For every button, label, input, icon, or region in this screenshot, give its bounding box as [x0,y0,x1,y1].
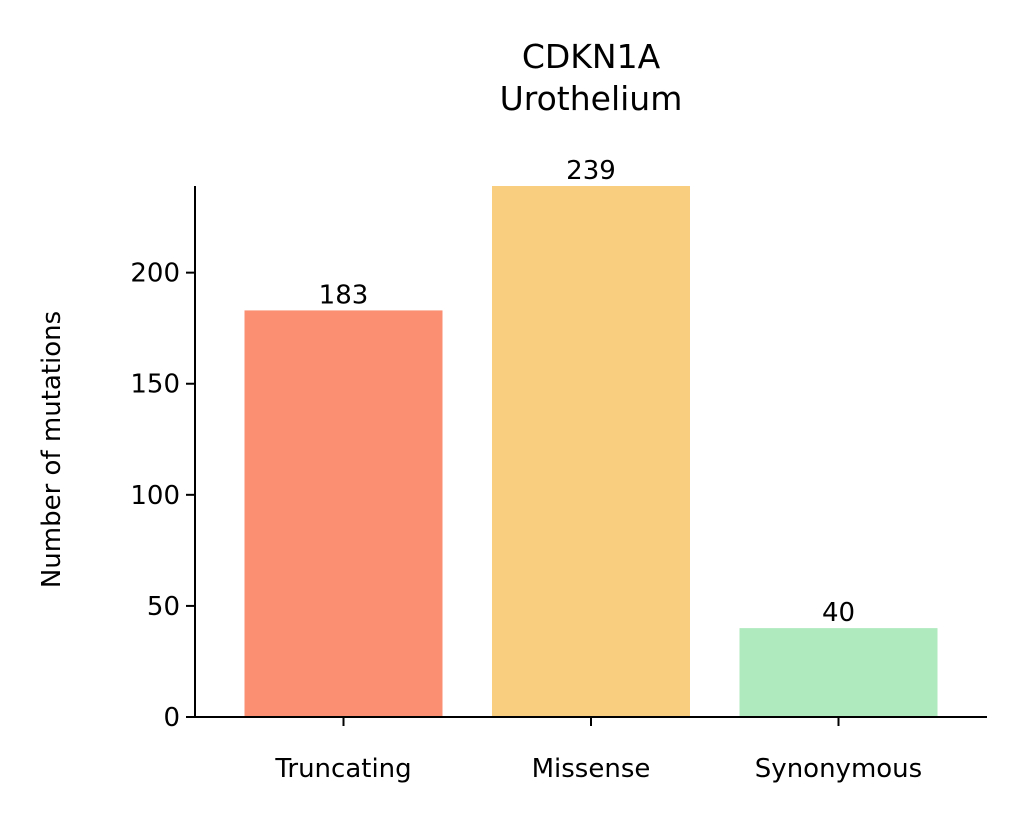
chart-title-line: CDKN1A [522,37,661,76]
x-tick-label: Synonymous [755,754,922,784]
data-label: 239 [566,156,616,186]
x-tick-label: Truncating [274,754,411,784]
y-axis: 0 50 100 150 200 Number of mutations [37,186,196,733]
y-tick-label: 200 [130,259,180,289]
y-axis-title: Number of mutations [37,311,67,588]
x-axis: Truncating Missense Synonymous [195,716,987,784]
bar-synonymous [739,628,938,717]
y-tick-label: 100 [130,481,180,511]
bar-truncating [244,310,443,717]
bars [244,186,938,717]
y-tick-label: 50 [147,592,180,622]
chart-title-line: Urothelium [500,79,683,118]
y-tick-label: 150 [130,370,180,400]
x-tick-label: Missense [532,754,651,784]
y-tick-label: 0 [163,703,180,733]
data-labels: 183 239 40 [319,156,855,628]
data-label: 183 [319,280,369,310]
data-label: 40 [822,598,855,628]
bar-missense [492,186,690,717]
